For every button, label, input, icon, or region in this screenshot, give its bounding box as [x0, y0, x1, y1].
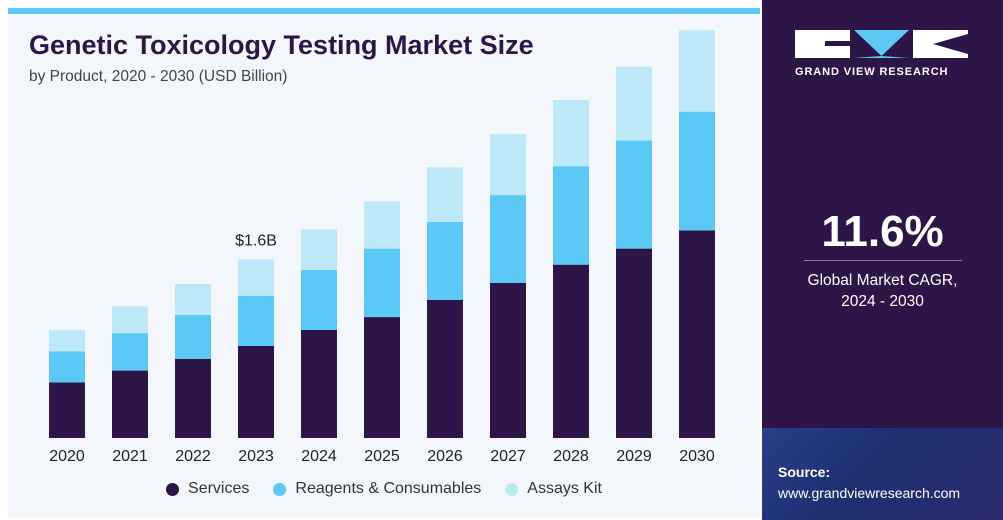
bar-2024-services: [301, 329, 337, 438]
bar-2028-reagents-consumables: [553, 166, 589, 265]
x-tick-label: 2021: [112, 448, 148, 465]
x-tick-label: 2024: [301, 448, 337, 465]
bar-2028-services: [553, 264, 589, 438]
stacked-bar-chart: 2020 2021 2022 2023 $1.6B 2024 2025 2026 2027 202…: [49, 30, 715, 465]
x-tick-label: 2023: [238, 448, 274, 465]
x-tick-label: 2025: [364, 448, 400, 465]
bar-2029-assays-kit: [616, 66, 652, 141]
chart-legend: Services Reagents & Consumables Assays Kit: [8, 480, 760, 498]
bar-2023-reagents-consumables: [238, 295, 274, 346]
x-tick-label: 2026: [427, 448, 463, 465]
cagr-divider: [804, 260, 962, 261]
x-tick-label: 2030: [679, 448, 715, 465]
bar-2020-services: [49, 382, 85, 438]
legend-item: Reagents & Consumables: [273, 480, 481, 498]
bar-2021-services: [112, 370, 148, 438]
bar-2023-services: [238, 345, 274, 438]
source-url: www.grandviewresearch.com: [778, 485, 961, 501]
bar-2023-assays-kit: [238, 259, 274, 296]
legend-swatch: [166, 482, 180, 496]
bar-2030-assays-kit: [679, 30, 715, 112]
bar-2030-reagents-consumables: [679, 111, 715, 231]
chart-panel: Genetic Toxicology Testing Market Size b…: [8, 8, 760, 518]
bar-2026-assays-kit: [427, 167, 463, 222]
bar-2027-assays-kit: [490, 134, 526, 196]
bar-2024-assays-kit: [301, 229, 337, 271]
logo-g-icon: [795, 30, 850, 58]
cagr-label-line2: 2024 - 2030: [841, 293, 924, 310]
legend-label: Services: [188, 480, 250, 497]
logo-block-center: [854, 30, 909, 58]
bar-2022-reagents-consumables: [175, 314, 211, 359]
bar-2026-services: [427, 299, 463, 438]
x-tick-label: 2027: [490, 448, 526, 465]
bar-2028-assays-kit: [553, 99, 589, 167]
x-tick-label: 2029: [616, 448, 652, 465]
bar-2021-reagents-consumables: [112, 333, 148, 371]
legend-label: Assays Kit: [527, 480, 602, 497]
brand-sidebar: GRAND VIEW RESEARCH 11.6% Global Market …: [762, 0, 1003, 520]
legend-item: Assays Kit: [505, 480, 602, 498]
chart-subtitle: by Product, 2020 - 2030 (USD Billion): [29, 68, 288, 85]
x-tick-label: 2020: [49, 448, 85, 465]
data-label-2023: $1.6B: [235, 232, 277, 249]
legend-label: Reagents & Consumables: [295, 480, 482, 497]
bar-2022-services: [175, 358, 211, 438]
legend-swatch: [505, 482, 519, 496]
source-label: Source:: [778, 464, 831, 480]
bar-2027-reagents-consumables: [490, 195, 526, 283]
bar-2020-reagents-consumables: [49, 351, 85, 383]
bar-2025-assays-kit: [364, 201, 400, 249]
bar-2021-assays-kit: [112, 306, 148, 334]
bar-2020-assays-kit: [49, 329, 85, 352]
logo-block-right: [913, 30, 968, 58]
x-tick-label: 2028: [553, 448, 589, 465]
bar-2022-assays-kit: [175, 283, 211, 315]
bar-2030-services: [679, 230, 715, 438]
bar-2029-reagents-consumables: [616, 140, 652, 249]
bar-2027-services: [490, 282, 526, 438]
brand-logo: GRAND VIEW RESEARCH: [795, 30, 975, 78]
cagr-value: 11.6%: [821, 207, 944, 256]
top-accent-bar: [8, 8, 760, 14]
bar-2025-services: [364, 317, 400, 438]
bar-2025-reagents-consumables: [364, 248, 400, 318]
cagr-label: Global Market CAGR, 2024 - 2030: [762, 270, 1003, 312]
chart-title: Genetic Toxicology Testing Market Size: [29, 30, 534, 60]
bar-2024-reagents-consumables: [301, 270, 337, 330]
x-tick-label: 2022: [175, 448, 211, 465]
logo-block-left: [795, 30, 850, 58]
bar-2029-services: [616, 248, 652, 438]
source-panel: [762, 428, 1003, 520]
bar-2026-reagents-consumables: [427, 221, 463, 300]
logo-mark: [795, 30, 975, 58]
legend-item: Services: [166, 480, 249, 498]
logo-r-icon: [913, 30, 968, 58]
brand-name: GRAND VIEW RESEARCH: [795, 66, 949, 78]
legend-swatch: [273, 482, 287, 496]
cagr-label-line1: Global Market CAGR,: [807, 272, 958, 289]
logo-v-icon: [854, 30, 909, 58]
